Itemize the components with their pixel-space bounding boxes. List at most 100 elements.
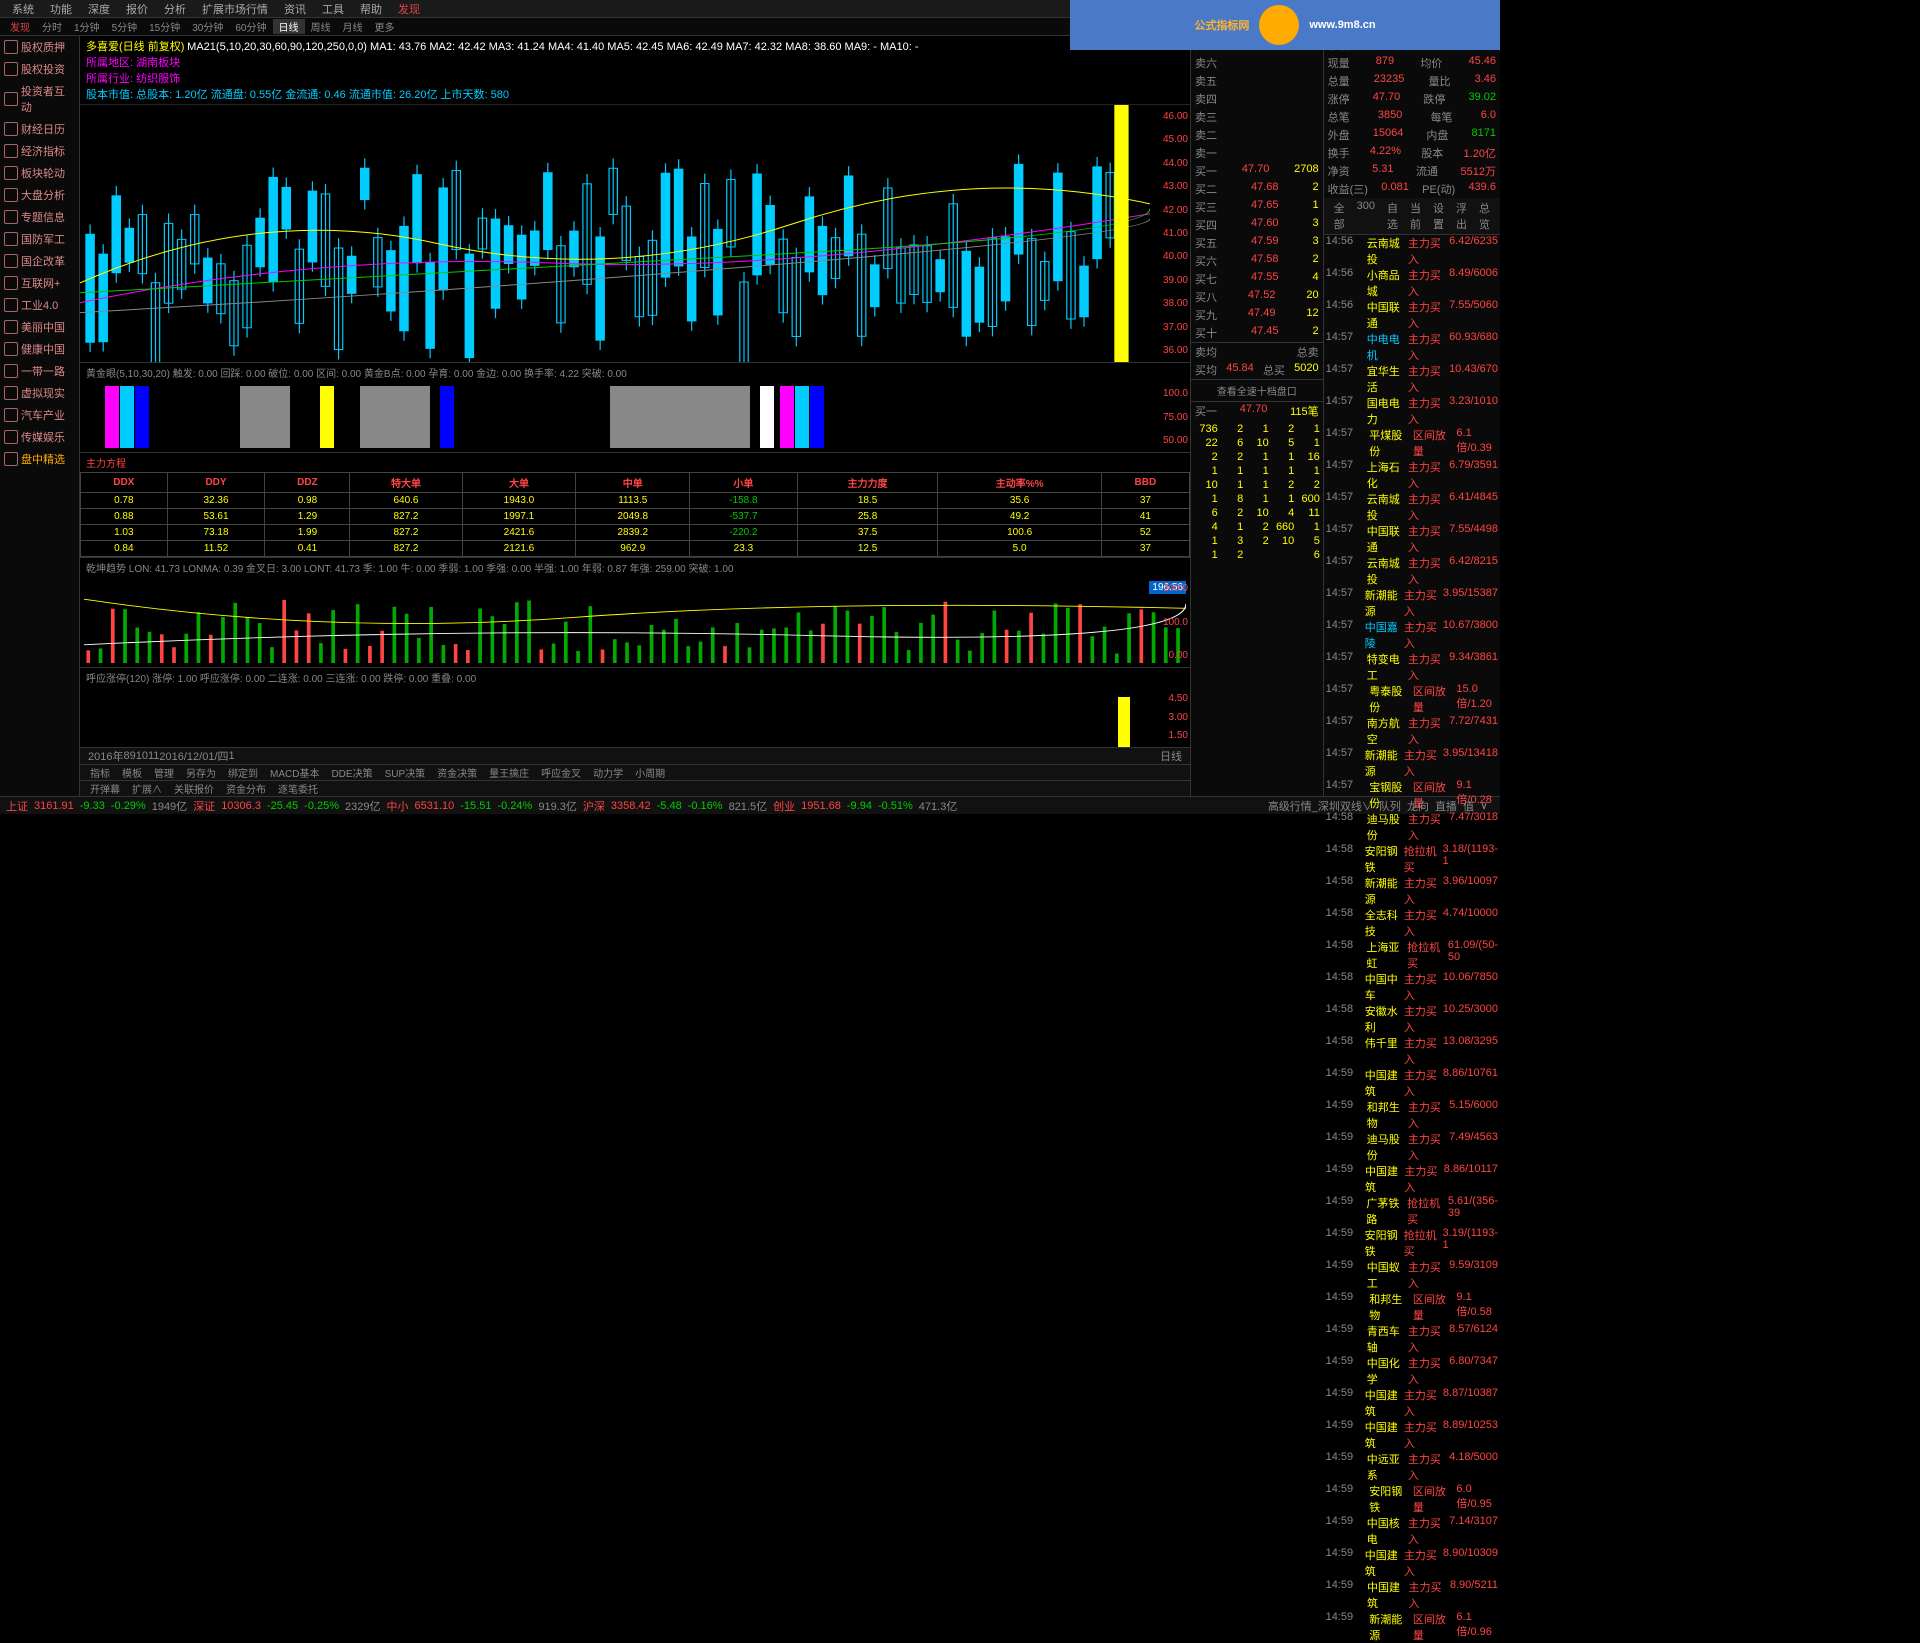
menu-item[interactable]: 系统	[4, 1, 42, 17]
tab-item[interactable]: 逐笔委托	[272, 781, 324, 796]
indicator-qiankun: 乾坤趋势 LON: 41.73 LONMA: 0.39 金叉日: 3.00 LO…	[80, 558, 1190, 668]
period-item[interactable]: 1分钟	[68, 19, 106, 34]
period-item[interactable]: 分时	[36, 19, 68, 34]
sidebar-icon	[4, 408, 18, 422]
period-item[interactable]: 15分钟	[143, 19, 186, 34]
sidebar-item[interactable]: 工业4.0	[0, 294, 79, 316]
sidebar-label: 国企改革	[21, 253, 65, 269]
sidebar-item[interactable]: 财经日历	[0, 118, 79, 140]
sidebar-item[interactable]: 大盘分析	[0, 184, 79, 206]
total-buy-label: 总买	[1263, 362, 1285, 378]
tab-item[interactable]: DDE决策	[325, 765, 378, 780]
menu-item[interactable]: 资讯	[276, 1, 314, 17]
tab-item[interactable]: 量王擒庄	[483, 765, 535, 780]
sidebar-item[interactable]: 股权投资	[0, 58, 79, 80]
buy1-label: 买一	[1195, 403, 1217, 419]
tab-item[interactable]: 指标	[84, 765, 116, 780]
info-tab[interactable]: 设置	[1427, 200, 1450, 232]
sidebar-item[interactable]: 板块轮动	[0, 162, 79, 184]
tab-item[interactable]: 另存为	[180, 765, 222, 780]
sidebar: 股权质押股权投资投资者互动财经日历经济指标板块轮动大盘分析专题信息国防军工国企改…	[0, 36, 80, 796]
industry-label: 所属行业: 纺织服饰	[86, 73, 180, 85]
tab-item[interactable]: 小周期	[629, 765, 671, 780]
info-tab[interactable]: 全部	[1328, 200, 1351, 232]
tab-item[interactable]: 模板	[116, 765, 148, 780]
tab-item[interactable]: 资金决策	[431, 765, 483, 780]
info-tab[interactable]: 总览	[1473, 200, 1496, 232]
indicator-main-force: 主力方程 DDXDDYDDZ特大单大单中单小单主力力度主动率%%BBD 0.78…	[80, 453, 1190, 558]
tab-item[interactable]: 关联报价	[168, 781, 220, 796]
view-full-orderbook[interactable]: 查看全速十档盘口	[1191, 379, 1323, 401]
info-tab[interactable]: 自选	[1381, 200, 1404, 232]
period-item[interactable]: 月线	[337, 19, 369, 34]
toolbar-discover[interactable]: 发现	[4, 19, 36, 34]
buy1-count: 115笔	[1290, 403, 1319, 419]
tab-item[interactable]: 资金分布	[220, 781, 272, 796]
sidebar-label: 美丽中国	[21, 319, 65, 335]
sidebar-item[interactable]: 互联网+	[0, 272, 79, 294]
sidebar-item[interactable]: 股权质押	[0, 36, 79, 58]
sidebar-item[interactable]: 美丽中国	[0, 316, 79, 338]
sidebar-label: 股权投资	[21, 61, 65, 77]
menu-item[interactable]: 分析	[156, 1, 194, 17]
info-tab[interactable]: 300	[1351, 200, 1381, 232]
period-item[interactable]: 30分钟	[186, 19, 229, 34]
sidebar-label: 汽车产业	[21, 407, 65, 423]
sidebar-label: 经济指标	[21, 143, 65, 159]
order-matrix: 7362121226105122111611111101122181160062…	[1191, 420, 1323, 564]
sidebar-item[interactable]: 经济指标	[0, 140, 79, 162]
period-item[interactable]: 周线	[305, 19, 337, 34]
period-item[interactable]: 60分钟	[229, 19, 272, 34]
menu-item-discover[interactable]: 发现	[390, 1, 428, 17]
region-label: 所属地区: 湖南板块	[86, 57, 180, 69]
tab-item[interactable]: 开弹幕	[84, 781, 126, 796]
tab-item[interactable]: MACD基本	[264, 765, 325, 780]
sidebar-item[interactable]: 投资者互动	[0, 80, 79, 118]
period-item-daily[interactable]: 日线	[273, 19, 305, 34]
candlestick-chart[interactable]: 46.0045.0044.0043.0042.0041.0040.0039.00…	[80, 105, 1190, 363]
menu-item[interactable]: 帮助	[352, 1, 390, 17]
tick-list: 14:56云南城投主力买入6.42/623514:56小商品城主力买入8.49/…	[1324, 235, 1500, 1643]
sidebar-item[interactable]: 健康中国	[0, 338, 79, 360]
menu-item[interactable]: 功能	[42, 1, 80, 17]
menu-item[interactable]: 扩展市场行情	[194, 1, 276, 17]
sidebar-icon	[4, 430, 18, 444]
sidebar-icon	[4, 364, 18, 378]
menu-item[interactable]: 工具	[314, 1, 352, 17]
sidebar-item[interactable]: 一带一路	[0, 360, 79, 382]
menu-item[interactable]: 报价	[118, 1, 156, 17]
sidebar-icon	[4, 210, 18, 224]
sidebar-item[interactable]: 传媒娱乐	[0, 426, 79, 448]
tab-item[interactable]: 绑定到	[222, 765, 264, 780]
main-force-table: DDXDDYDDZ特大单大单中单小单主力力度主动率%%BBD 0.7832.36…	[80, 472, 1190, 557]
menu-item[interactable]: 深度	[80, 1, 118, 17]
sidebar-label: 盘中精选	[21, 451, 65, 467]
sidebar-icon	[4, 452, 18, 466]
tab-item[interactable]: 扩展∧	[126, 781, 168, 796]
ind3-header: 乾坤趋势 LON: 41.73 LONMA: 0.39 金叉日: 3.00 LO…	[80, 558, 1190, 577]
sidebar-item[interactable]: 汽车产业	[0, 404, 79, 426]
sidebar-label: 大盘分析	[21, 187, 65, 203]
sidebar-label: 股权质押	[21, 39, 65, 55]
info-tab[interactable]: 浮出	[1450, 200, 1473, 232]
sidebar-item[interactable]: 虚拟现实	[0, 382, 79, 404]
sidebar-icon	[4, 166, 18, 180]
statusbar: 上证3161.91-9.33-0.29%1949亿深证10306.3-25.45…	[0, 796, 1500, 814]
ind1-header: 黄金眼(5,10,30,20) 触发: 0.00 回踩: 0.00 破位: 0.…	[80, 363, 1190, 382]
tab-item[interactable]: 动力学	[587, 765, 629, 780]
info-tab[interactable]: 当前	[1404, 200, 1427, 232]
tab-item[interactable]: SUP决策	[379, 765, 432, 780]
sidebar-item[interactable]: 国防军工	[0, 228, 79, 250]
sidebar-label: 健康中国	[21, 341, 65, 357]
period-item-more[interactable]: 更多	[369, 19, 401, 34]
sidebar-item[interactable]: 国企改革	[0, 250, 79, 272]
tab-item[interactable]: 呼应金叉	[535, 765, 587, 780]
sidebar-item[interactable]: 专题信息	[0, 206, 79, 228]
period-item[interactable]: 5分钟	[106, 19, 144, 34]
sidebar-item[interactable]: 盘中精选	[0, 448, 79, 470]
info-panel: 涨幅10.01%最低43.01现量879均价45.46总量23235量比3.46…	[1324, 36, 1500, 796]
tab-item[interactable]: 管理	[148, 765, 180, 780]
center-panel: 多喜爱(日线 前复权) MA21(5,10,20,30,60,90,120,25…	[80, 36, 1190, 796]
sidebar-icon	[4, 276, 18, 290]
sidebar-icon	[4, 254, 18, 268]
